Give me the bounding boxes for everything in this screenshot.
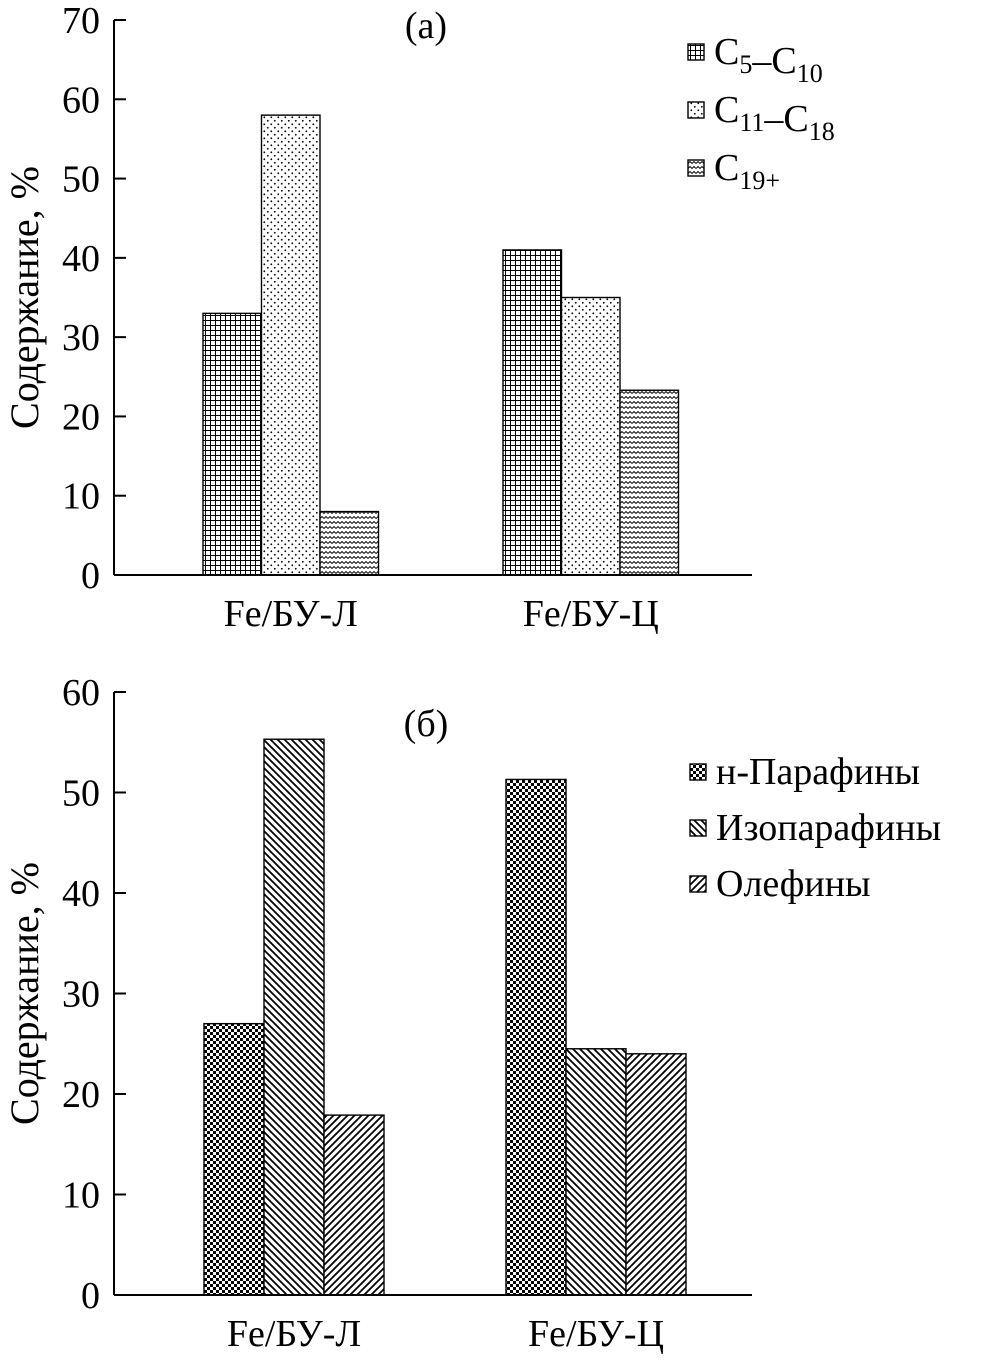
y-tick-label-60: 60 — [62, 672, 100, 714]
legend-subscript: 11 — [739, 108, 764, 137]
legend-text: Олефины — [716, 863, 871, 905]
legend-label-2: C11–C18 — [714, 89, 835, 146]
legend-text: Изопарафины — [716, 807, 941, 849]
legend-label-3: Олефины — [716, 863, 871, 905]
legend-subscript: 5 — [739, 50, 752, 79]
bar-2-2-2 — [565, 1048, 627, 1296]
chart-panel-1: 0 10 20 30 40 50 60 70 Содержание, % Fe/БУ-Л Fe/БУ… — [2, 0, 835, 635]
y-tick-label-30: 30 — [62, 317, 100, 359]
y-tick-label-70: 70 — [62, 0, 100, 42]
bar-2-2-1 — [263, 738, 325, 1296]
y-tick-label-60: 60 — [62, 79, 100, 121]
bar-2-3-2 — [625, 1053, 687, 1296]
legend-swatch-1 — [689, 763, 707, 781]
legend-swatch-2 — [687, 101, 705, 119]
y-tick-label-40: 40 — [62, 873, 100, 915]
legend-subscript: 19+ — [739, 166, 780, 195]
legend-swatch-1 — [687, 43, 705, 61]
y-tick-label-0: 0 — [81, 555, 100, 597]
category-label-1: Fe/БУ-Л — [227, 1313, 361, 1355]
legend-label-1: н-Парафины — [716, 751, 920, 793]
legend-text: C — [714, 89, 739, 131]
legend-text: C — [714, 31, 739, 73]
legend-subscript: 18 — [809, 117, 835, 146]
bar-1-2-2 — [560, 296, 621, 576]
chart-panel-2: 0 10 20 30 40 50 60 Содержание, % Fe/БУ-Л Fe/БУ-Ц… — [2, 672, 941, 1355]
legend-label-3: C19+ — [714, 147, 780, 195]
bar-2-1-1 — [203, 1022, 265, 1296]
legend-text: –C — [751, 40, 796, 82]
legend-label-2: Изопарафины — [716, 807, 941, 849]
y-tick-label-20: 20 — [62, 1074, 100, 1116]
category-label-2: Fe/БУ-Ц — [523, 593, 659, 635]
legend-label-1: C5–C10 — [714, 31, 823, 88]
category-label-1: Fe/БУ-Л — [224, 593, 358, 635]
legend: н-Парафины Изопарафины Олефины — [689, 751, 941, 905]
legend-swatch-3 — [687, 159, 705, 177]
legend-subscript: 10 — [797, 59, 823, 88]
panel-label: (a) — [405, 5, 447, 47]
y-tick-label-40: 40 — [62, 238, 100, 280]
panel-label: (б) — [404, 703, 449, 745]
y-tick-label-10: 10 — [62, 1175, 100, 1217]
bar-2-3-1 — [323, 1114, 385, 1296]
y-axis-label: Содержание, % — [2, 166, 47, 429]
y-tick-label-50: 50 — [62, 773, 100, 815]
y-tick-label-10: 10 — [62, 476, 100, 518]
legend-text: –C — [763, 98, 808, 140]
y-tick-label-50: 50 — [62, 159, 100, 201]
bar-1-3-2 — [619, 389, 680, 576]
bar-1-1-2 — [502, 249, 563, 576]
y-tick-label-20: 20 — [62, 396, 100, 438]
bar-1-2-1 — [260, 114, 321, 576]
y-tick-label-30: 30 — [62, 974, 100, 1016]
bar-1-1-1 — [202, 312, 263, 576]
bar-1-3-1 — [319, 510, 380, 576]
category-label-2: Fe/БУ-Ц — [528, 1313, 664, 1355]
legend-text: н-Парафины — [716, 751, 920, 793]
y-tick-label-0: 0 — [81, 1275, 100, 1317]
y-axis-label: Содержание, % — [2, 862, 47, 1125]
bar-2-1-2 — [505, 778, 567, 1296]
legend-swatch-2 — [689, 819, 707, 837]
legend-swatch-3 — [689, 875, 707, 893]
legend-text: C — [714, 147, 739, 189]
